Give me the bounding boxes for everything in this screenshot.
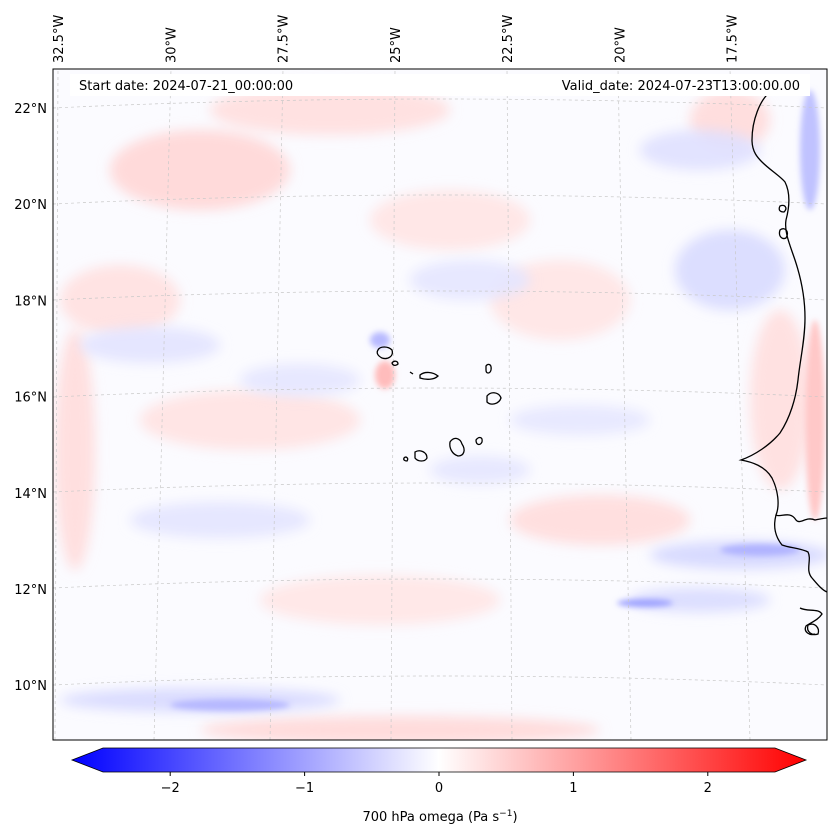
parallel-line: [53, 194, 827, 205]
island-brava: [403, 456, 409, 462]
colorbar: −2 −1 0 1 2 700 hPa omega (Pa s−1): [70, 747, 808, 825]
parallel-line: [53, 98, 827, 109]
island-outline: [778, 204, 787, 213]
parallel-line: [53, 578, 827, 589]
latitude-tick-label: 12°N: [14, 583, 47, 598]
omega-field-strong: [170, 90, 825, 711]
colorbar-tick-label: −1: [295, 781, 314, 796]
longitude-tick-label: 17.5°W: [726, 15, 741, 63]
field-blob: [675, 230, 785, 310]
field-blob: [630, 588, 770, 612]
meridian-line: [390, 69, 396, 740]
latitude-tick-label: 16°N: [14, 391, 47, 406]
parallel-line: [53, 482, 827, 493]
field-blob: [370, 332, 390, 348]
parallel-line: [53, 675, 827, 686]
colorbar-tick-label: 2: [704, 781, 712, 796]
longitude-tick-label: 20°W: [613, 27, 628, 63]
longitude-tick-label: 32.5°W: [52, 15, 67, 63]
omega-field-negative: [60, 130, 827, 712]
island-sao-nicolau: [419, 371, 439, 380]
island-santa-luzia: [409, 371, 414, 375]
island-outline: [778, 228, 789, 240]
meridian-line: [617, 69, 632, 740]
field-blob: [60, 265, 180, 335]
island-fogo: [414, 450, 428, 462]
meridian-line: [729, 69, 751, 740]
coastline: [376, 91, 827, 636]
colorbar-label: 700 hPa omega (Pa s−1): [362, 809, 517, 825]
field-blob: [170, 699, 290, 711]
date-banner: [70, 74, 810, 96]
latitude-tick-label: 10°N: [14, 679, 47, 694]
longitude-tick-label: 30°W: [164, 27, 179, 63]
island-sao-vicente: [391, 360, 399, 367]
africa-coastline: [774, 514, 827, 593]
colorbar-body: [70, 747, 808, 773]
island-boa-vista: [486, 392, 502, 405]
longitude-tick-label: 25°W: [389, 27, 404, 63]
longitude-tick-label: 27.5°W: [277, 15, 292, 63]
meridian-line: [506, 69, 513, 740]
field-blob: [375, 361, 395, 389]
field-blob: [510, 495, 690, 545]
latitude-labels: 22°N 20°N 18°N 16°N 14°N 12°N 10°N: [14, 102, 47, 694]
map-frame: [52, 68, 828, 741]
field-blob: [720, 544, 800, 556]
latitude-tick-label: 22°N: [14, 102, 47, 117]
island-sal: [485, 363, 492, 374]
meridian-line: [54, 69, 59, 740]
start-date-label: Start date: 2024-07-21_00:00:00: [79, 79, 293, 94]
omega-field: Start date: 2024-07-21_00:00:00 Valid_da…: [53, 69, 827, 740]
field-blob: [410, 260, 530, 300]
latitude-tick-label: 20°N: [14, 198, 47, 213]
island-maio: [475, 436, 483, 446]
field-blob: [430, 456, 530, 484]
meridian-line: [269, 69, 284, 740]
parallel-line: [53, 387, 827, 398]
colorbar-tick-label: 1: [569, 781, 577, 796]
field-blob: [130, 502, 310, 538]
parallel-line: [53, 290, 827, 301]
field-blob: [140, 390, 360, 450]
field-blob: [617, 599, 673, 607]
island-santo-antao: [376, 346, 394, 360]
longitude-tick-label: 22.5°W: [501, 15, 516, 63]
field-blob: [260, 575, 500, 625]
africa-coastline: [738, 91, 827, 523]
valid-date-label: Valid_date: 2024-07-23T13:00:00.00: [562, 79, 800, 94]
latitude-tick-label: 14°N: [14, 487, 47, 502]
colorbar-tick-label: −2: [161, 781, 180, 796]
omega-field-positive: [55, 85, 810, 740]
graticule: [53, 69, 827, 740]
field-blob: [370, 190, 530, 250]
field-blob: [805, 320, 825, 520]
africa-coastline: [799, 607, 823, 636]
latitude-tick-label: 18°N: [14, 294, 47, 309]
meridian-line: [153, 69, 172, 740]
field-blob: [210, 85, 450, 135]
field-blob: [800, 90, 820, 210]
field-blob: [640, 130, 760, 170]
field-blob: [200, 716, 600, 740]
longitude-labels: 32.5°W 30°W 27.5°W 25°W 22.5°W 20°W 17.5°W: [52, 15, 741, 63]
island-santiago: [449, 437, 465, 457]
field-blob: [510, 405, 650, 435]
colorbar-ticks: −2 −1 0 1 2: [161, 772, 712, 796]
colorbar-tick-label: 0: [435, 781, 443, 796]
field-blob: [240, 364, 360, 396]
field-blob: [55, 330, 95, 570]
field-blob: [750, 310, 810, 490]
island-outline: [806, 623, 820, 636]
field-blob: [110, 130, 290, 210]
field-blob: [80, 327, 220, 363]
